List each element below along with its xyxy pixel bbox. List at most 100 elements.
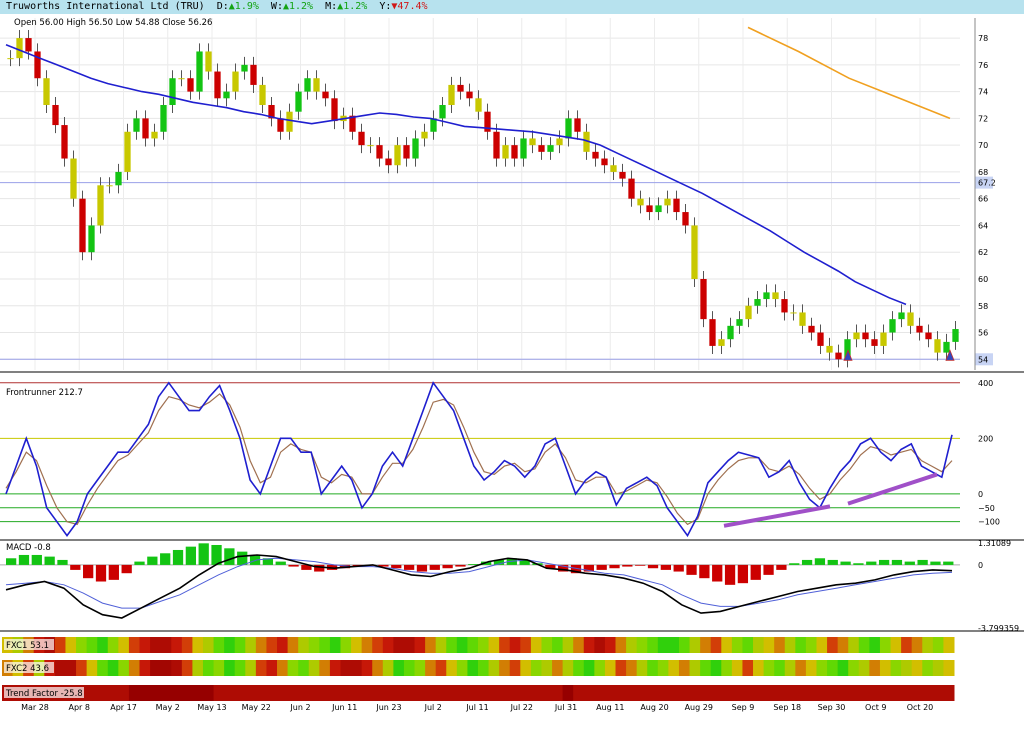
heatmap-cell <box>298 637 310 653</box>
price-tick-label: 62 <box>978 248 988 257</box>
strip-label: FXC2 43.6 <box>6 664 49 674</box>
heatmap-cell <box>763 660 775 676</box>
heatmap-cell <box>562 637 574 653</box>
heatmap-cell <box>742 685 754 701</box>
macd-histogram-bar <box>545 564 556 569</box>
macd-histogram-bar <box>378 564 389 567</box>
macd-panel[interactable]: 1.31089 0 -3.799359 <box>0 539 1024 633</box>
candle-body <box>241 64 248 72</box>
candle-body <box>277 118 284 132</box>
candle-body <box>745 305 752 320</box>
heatmap-cell <box>107 637 119 653</box>
x-tick-label: Jul 22 <box>510 703 533 712</box>
candle-body <box>394 145 401 166</box>
heatmap-cell <box>277 685 289 701</box>
frontrunner-fast-line <box>5 381 953 538</box>
candle-body <box>646 205 653 213</box>
candle-body <box>448 84 455 105</box>
candle-body <box>52 104 59 126</box>
heatmap-cell <box>573 637 585 653</box>
heatmap-cell <box>742 637 754 653</box>
heatmap-cell <box>647 685 659 701</box>
heatmap-cell <box>890 685 902 701</box>
heatmap-cell <box>700 637 712 653</box>
macd-histogram-bar <box>904 561 915 565</box>
candle-body <box>880 332 887 346</box>
candle-body <box>403 145 410 159</box>
price-panel[interactable]: 7876747270686664626058565467.254 <box>0 18 1024 373</box>
heatmap-cell <box>393 685 405 701</box>
heatmap-cell <box>520 637 532 653</box>
macd-histogram-bar <box>429 564 440 570</box>
heatmap-cell <box>689 660 701 676</box>
heatmap-cell <box>54 660 66 676</box>
candle-body <box>439 104 446 119</box>
frontrunner-panel[interactable]: 400 200 0 −50 −100 <box>0 379 1024 541</box>
long-moving-average-line <box>747 26 951 120</box>
heatmap-cell <box>901 685 913 701</box>
heatmap-cell <box>192 637 204 653</box>
heatmap-cell <box>150 685 162 701</box>
heatmap-cell <box>848 637 860 653</box>
candle-body <box>808 325 815 333</box>
candle-body <box>34 51 41 79</box>
macd-histogram-bar <box>686 564 697 575</box>
moving-average-line <box>5 44 907 306</box>
heatmap-cell <box>879 637 892 653</box>
macd-histogram-bar <box>493 559 505 565</box>
macd-histogram-bar <box>635 564 646 566</box>
macd-histogram-bar <box>827 559 838 565</box>
heatmap-cell <box>753 660 765 676</box>
candle-body <box>583 131 590 152</box>
candle-body <box>781 299 788 313</box>
heatmap-cell <box>668 637 680 653</box>
heatmap-cell <box>530 685 542 701</box>
candle-body <box>142 118 149 139</box>
macd-histogram-bar <box>301 564 312 570</box>
x-tick-label: Aug 20 <box>640 703 668 712</box>
heatmap-cell <box>266 660 278 676</box>
heatmap-cell <box>943 637 955 653</box>
heatmap-cell <box>54 637 66 653</box>
title-bar: Truworths International Ltd (TRU) D:▲1.9… <box>0 0 1024 14</box>
heatmap-cell <box>287 637 299 653</box>
candle-body <box>934 339 941 353</box>
heatmap-cell <box>76 637 88 653</box>
heatmap-cell <box>65 637 77 653</box>
heatmap-cell <box>647 637 659 653</box>
heatmap-cell <box>731 660 743 676</box>
macd-histogram-bar <box>673 564 684 572</box>
heatmap-cell <box>478 685 490 701</box>
macd-tick-label: 1.31089 <box>978 539 1011 548</box>
heatmap-cell <box>604 637 617 653</box>
candle-body <box>763 292 770 300</box>
heatmap-cell <box>202 685 215 701</box>
signal-triangle-icon <box>945 349 955 361</box>
heatmap-cell <box>858 637 870 653</box>
candle-body <box>844 339 851 360</box>
heatmap-cell <box>827 685 839 701</box>
candle-body <box>547 145 554 152</box>
heatmap-cell <box>266 685 278 701</box>
heatmap-cell <box>107 685 119 701</box>
candle-body <box>718 339 725 346</box>
heatmap-cell <box>139 685 151 701</box>
heatmap-cell <box>414 637 426 653</box>
heatmap-cell <box>784 660 796 676</box>
candle-body <box>250 64 257 85</box>
heatmap-cell <box>552 637 564 653</box>
macd-histogram-bar <box>224 548 235 565</box>
level-marker-label: 54 <box>978 355 988 364</box>
heatmap-cell <box>478 637 490 653</box>
heatmap-cell <box>795 685 807 701</box>
heatmap-cell <box>721 685 733 701</box>
heatmap-cell <box>446 685 458 701</box>
candle-body <box>367 145 374 147</box>
heatmap-cell <box>700 685 712 701</box>
candle-body <box>169 78 176 105</box>
macd-histogram-bar <box>943 561 954 565</box>
candle-body <box>25 38 32 52</box>
heatmap-cell <box>689 685 701 701</box>
heatmap-cell <box>329 685 341 701</box>
